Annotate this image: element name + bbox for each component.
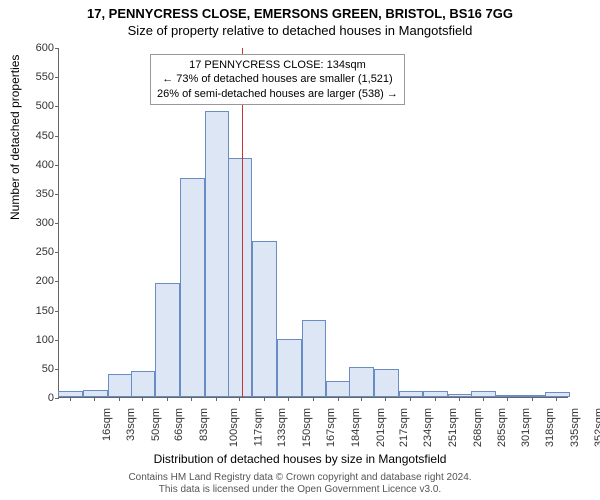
- x-tick-label: 217sqm: [398, 408, 410, 447]
- histogram-bar: [277, 339, 302, 397]
- y-tick-mark: [55, 369, 59, 370]
- y-tick-mark: [55, 398, 59, 399]
- chart-area: 05010015020025030035040045050055060016sq…: [58, 48, 568, 398]
- x-tick-label: 335sqm: [569, 408, 581, 447]
- x-tick-mark: [507, 397, 508, 401]
- x-tick-label: 268sqm: [472, 408, 484, 447]
- y-axis-label: Number of detached properties: [8, 55, 22, 220]
- x-tick-mark: [288, 397, 289, 401]
- histogram-bar: [131, 371, 156, 397]
- y-tick-mark: [55, 281, 59, 282]
- histogram-bar: [496, 395, 521, 397]
- annotation-line1: 17 PENNYCRESS CLOSE: 134sqm: [157, 58, 398, 72]
- x-tick-mark: [385, 397, 386, 401]
- annotation-line2: ← 73% of detached houses are smaller (1,…: [157, 72, 398, 86]
- x-tick-label: 301sqm: [520, 408, 532, 447]
- x-axis-label: Distribution of detached houses by size …: [0, 452, 600, 466]
- histogram-bar: [302, 320, 327, 397]
- x-tick-label: 16sqm: [101, 408, 113, 441]
- x-tick-label: 251sqm: [447, 408, 459, 447]
- histogram-bar: [252, 241, 277, 397]
- histogram-bar: [58, 391, 83, 397]
- x-tick-mark: [167, 397, 168, 401]
- x-tick-mark: [264, 397, 265, 401]
- y-tick-label: 200: [36, 275, 54, 287]
- x-tick-mark: [361, 397, 362, 401]
- x-tick-mark: [338, 397, 339, 401]
- x-tick-label: 352sqm: [594, 408, 600, 447]
- y-tick-label: 100: [36, 334, 54, 346]
- annotation-line3: 26% of semi-detached houses are larger (…: [157, 87, 398, 101]
- y-tick-label: 600: [36, 42, 54, 54]
- footer-line2: This data is licensed under the Open Gov…: [0, 484, 600, 496]
- histogram-bar: [155, 283, 180, 397]
- x-tick-mark: [483, 397, 484, 401]
- title-address: 17, PENNYCRESS CLOSE, EMERSONS GREEN, BR…: [0, 0, 600, 21]
- y-tick-label: 300: [36, 217, 54, 229]
- x-tick-label: 150sqm: [301, 408, 313, 447]
- x-tick-mark: [532, 397, 533, 401]
- x-tick-mark: [410, 397, 411, 401]
- y-tick-label: 550: [36, 71, 54, 83]
- histogram-bar: [83, 390, 108, 397]
- x-tick-label: 234sqm: [423, 408, 435, 447]
- y-tick-mark: [55, 136, 59, 137]
- y-tick-label: 350: [36, 188, 54, 200]
- x-tick-label: 100sqm: [228, 408, 240, 447]
- x-tick-mark: [142, 397, 143, 401]
- histogram-bar: [228, 158, 253, 397]
- y-tick-mark: [55, 252, 59, 253]
- y-tick-mark: [55, 311, 59, 312]
- x-tick-mark: [313, 397, 314, 401]
- x-tick-label: 285sqm: [496, 408, 508, 447]
- histogram-bar: [374, 369, 399, 397]
- y-tick-label: 400: [36, 159, 54, 171]
- x-tick-mark: [191, 397, 192, 401]
- x-tick-mark: [459, 397, 460, 401]
- histogram-bar: [205, 111, 230, 397]
- y-tick-mark: [55, 340, 59, 341]
- histogram-bar: [545, 392, 570, 397]
- y-tick-label: 50: [42, 363, 54, 375]
- x-tick-label: 83sqm: [198, 408, 210, 441]
- y-tick-mark: [55, 77, 59, 78]
- histogram-bar: [108, 374, 133, 397]
- y-tick-mark: [55, 48, 59, 49]
- x-tick-label: 33sqm: [125, 408, 137, 441]
- x-tick-label: 133sqm: [276, 408, 288, 447]
- x-tick-label: 117sqm: [252, 408, 264, 446]
- x-tick-label: 50sqm: [150, 408, 162, 441]
- x-tick-mark: [556, 397, 557, 401]
- y-tick-mark: [55, 106, 59, 107]
- histogram-bar: [180, 178, 205, 397]
- title-subtitle: Size of property relative to detached ho…: [0, 21, 600, 42]
- x-tick-label: 167sqm: [326, 408, 338, 447]
- y-tick-label: 150: [36, 305, 54, 317]
- y-tick-label: 450: [36, 130, 54, 142]
- x-tick-label: 184sqm: [350, 408, 362, 447]
- histogram-bar: [349, 367, 374, 397]
- x-tick-mark: [216, 397, 217, 401]
- footer-attribution: Contains HM Land Registry data © Crown c…: [0, 472, 600, 496]
- x-tick-mark: [70, 397, 71, 401]
- y-tick-mark: [55, 165, 59, 166]
- y-tick-label: 0: [48, 392, 54, 404]
- footer-line1: Contains HM Land Registry data © Crown c…: [0, 472, 600, 484]
- y-tick-label: 500: [36, 100, 54, 112]
- x-tick-mark: [239, 397, 240, 401]
- x-tick-mark: [119, 397, 120, 401]
- x-tick-mark: [94, 397, 95, 401]
- x-tick-label: 66sqm: [173, 408, 185, 441]
- x-tick-mark: [435, 397, 436, 401]
- y-tick-mark: [55, 223, 59, 224]
- histogram-bar: [520, 395, 545, 397]
- y-tick-label: 250: [36, 246, 54, 258]
- x-tick-label: 318sqm: [544, 408, 556, 447]
- annotation-box: 17 PENNYCRESS CLOSE: 134sqm← 73% of deta…: [150, 54, 405, 105]
- histogram-bar: [448, 394, 473, 398]
- x-tick-label: 201sqm: [375, 408, 387, 447]
- histogram-bar: [326, 381, 351, 397]
- y-tick-mark: [55, 194, 59, 195]
- histogram-bar: [399, 391, 424, 397]
